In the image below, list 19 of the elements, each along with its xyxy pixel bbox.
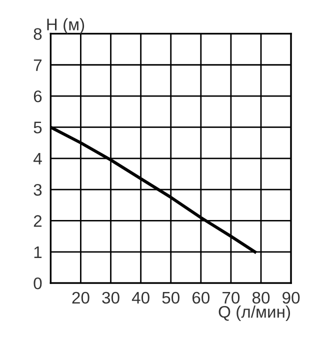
y-tick-label: 0 bbox=[34, 277, 42, 290]
y-tick-label: 7 bbox=[34, 59, 42, 71]
x-axis-title: Q (л/мин) bbox=[218, 306, 290, 322]
y-axis-title: H (м) bbox=[47, 18, 84, 34]
x-tick-label: 90 bbox=[282, 292, 300, 304]
x-tick-label: 20 bbox=[72, 292, 90, 304]
y-tick-label: 2 bbox=[34, 215, 42, 227]
y-tick-label: 1 bbox=[34, 246, 42, 258]
x-tick-label: 60 bbox=[192, 292, 210, 304]
y-tick-label: 3 bbox=[34, 184, 42, 196]
y-tick-label: 5 bbox=[34, 122, 42, 134]
y-tick-label: 6 bbox=[34, 90, 42, 102]
x-tick-label: 50 bbox=[162, 292, 180, 304]
x-tick-label: 80 bbox=[252, 292, 270, 304]
x-tick-label: 30 bbox=[102, 292, 120, 304]
x-tick-label: 40 bbox=[132, 292, 150, 304]
x-tick-label: 70 bbox=[222, 292, 240, 304]
y-tick-label: 8 bbox=[34, 28, 42, 40]
y-tick-label: 4 bbox=[33, 152, 42, 164]
